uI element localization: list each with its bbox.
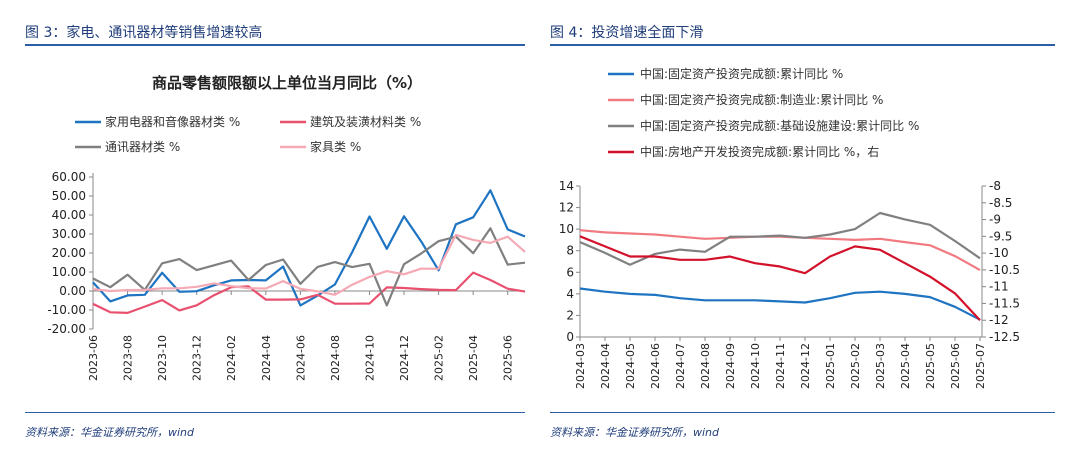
x-tick-label: 2023-10 (156, 335, 169, 381)
x-tick-label: 2023-12 (191, 335, 204, 381)
x-tick-label: 2024-05 (624, 343, 637, 389)
chart-title: 商品零售额限额以上单位当月同比（%） (152, 74, 422, 92)
y-tick-label: 40.00 (52, 208, 86, 222)
y-tick-label: -20.00 (47, 322, 86, 336)
x-tick-label: 2024-02 (225, 335, 238, 381)
y-tick-label: 0.00 (59, 284, 86, 298)
x-tick-label: 2024-06 (649, 343, 662, 389)
x-tick-label: 2025-06 (502, 335, 515, 381)
x-tick-label: 2025-07 (974, 343, 987, 389)
x-tick-label: 2025-04 (467, 335, 480, 381)
y-right-tick-label: -10 (989, 246, 1009, 260)
x-tick-label: 2024-07 (674, 343, 687, 389)
series-line (92, 189, 526, 307)
left-line-chart: 商品零售额限额以上单位当月同比（%） 家用电器和音像器材类 % 建筑及装潢材料类 %… (47, 74, 526, 381)
right-source-note: 资料来源：华金证券研究所，wind (550, 426, 720, 439)
x-tick-label: 2024-03 (574, 343, 587, 389)
y-tick-label: 20.00 (52, 246, 86, 260)
x-tick-label: 2023-06 (87, 335, 100, 381)
y-tick-label: 10.00 (52, 265, 86, 279)
series-line (92, 233, 526, 296)
y-right-tick-label: -9 (989, 213, 1001, 227)
left-title-rule (25, 44, 525, 46)
y-tick-label: -10.00 (47, 303, 86, 317)
series-line (92, 227, 526, 307)
y-left-tick-label: 12 (559, 201, 574, 215)
y-left-tick-label: 10 (559, 222, 574, 236)
x-tick-label: 2025-03 (874, 343, 887, 389)
x-tick-label: 2024-12 (799, 343, 812, 389)
x-tick-label: 2025-06 (949, 343, 962, 389)
x-tick-label: 2025-04 (899, 343, 912, 389)
x-tick-label: 2024-10 (749, 343, 762, 389)
y-right-tick-label: -12.5 (989, 330, 1020, 344)
legend-label: 中国:固定资产投资完成额:累计同比 % (640, 66, 843, 81)
legend-label: 中国:房地产开发投资完成额:累计同比 %，右 (640, 144, 879, 159)
x-tick-label: 2024-06 (294, 335, 307, 381)
right-bottom-rule (550, 412, 1055, 413)
y-left-tick-label: 8 (566, 244, 574, 258)
y-tick-label: 50.00 (52, 189, 86, 203)
x-tick-label: 2024-09 (724, 343, 737, 389)
left-bottom-rule (25, 412, 525, 413)
legend-label: 中国:固定资产投资完成额:基础设施建设:累计同比 % (640, 118, 919, 133)
x-tick-label: 2025-02 (849, 343, 862, 389)
y-right-tick-label: -12 (989, 313, 1009, 327)
x-tick-label: 2024-11 (774, 343, 787, 389)
y-right-tick-label: -11.5 (989, 296, 1020, 310)
y-tick-label: 60.00 (52, 170, 86, 184)
legend-label: 建筑及装潢材料类 % (310, 114, 421, 129)
right-line-chart: 中国:固定资产投资完成额:累计同比 % 中国:固定资产投资完成额:制造业:累计同比… (559, 66, 1020, 389)
y-right-tick-label: -11 (989, 280, 1009, 294)
series-line (579, 235, 981, 321)
legend-label: 通讯器材类 % (105, 140, 180, 154)
y-right-tick-label: -10.5 (989, 263, 1020, 277)
y-right-tick-label: -8 (989, 179, 1001, 193)
right-panel-title: 图 4：投资增速全面下滑 (550, 25, 704, 41)
series-line (579, 287, 981, 321)
legend-label: 中国:固定资产投资完成额:制造业:累计同比 % (640, 92, 883, 107)
x-tick-label: 2025-05 (924, 343, 937, 389)
x-tick-label: 2025-02 (433, 335, 446, 381)
y-left-tick-label: 4 (566, 287, 574, 301)
x-tick-label: 2024-04 (599, 343, 612, 389)
right-title-rule (550, 44, 1055, 46)
x-tick-label: 2024-12 (398, 335, 411, 381)
series-line (92, 271, 526, 314)
legend-label: 家用电器和音像器材类 % (105, 114, 240, 129)
x-tick-label: 2023-08 (122, 335, 135, 381)
y-left-tick-label: 2 (566, 308, 574, 322)
x-tick-label: 2024-08 (699, 343, 712, 389)
x-tick-label: 2024-08 (329, 335, 342, 381)
left-source-note: 资料来源：华金证券研究所，wind (25, 426, 195, 439)
y-right-tick-label: -8.5 (989, 196, 1012, 210)
y-left-tick-label: 14 (559, 179, 574, 193)
left-panel-title: 图 3：家电、通讯器材等销售增速较高 (25, 25, 263, 41)
y-left-tick-label: 6 (566, 265, 574, 279)
y-right-tick-label: -9.5 (989, 229, 1012, 243)
legend-label: 家具类 % (310, 139, 361, 154)
x-tick-label: 2025-01 (824, 343, 837, 389)
x-tick-label: 2024-04 (260, 335, 273, 381)
y-tick-label: 30.00 (52, 227, 86, 241)
y-left-tick-label: 0 (566, 330, 574, 344)
x-tick-label: 2024-10 (363, 335, 376, 381)
